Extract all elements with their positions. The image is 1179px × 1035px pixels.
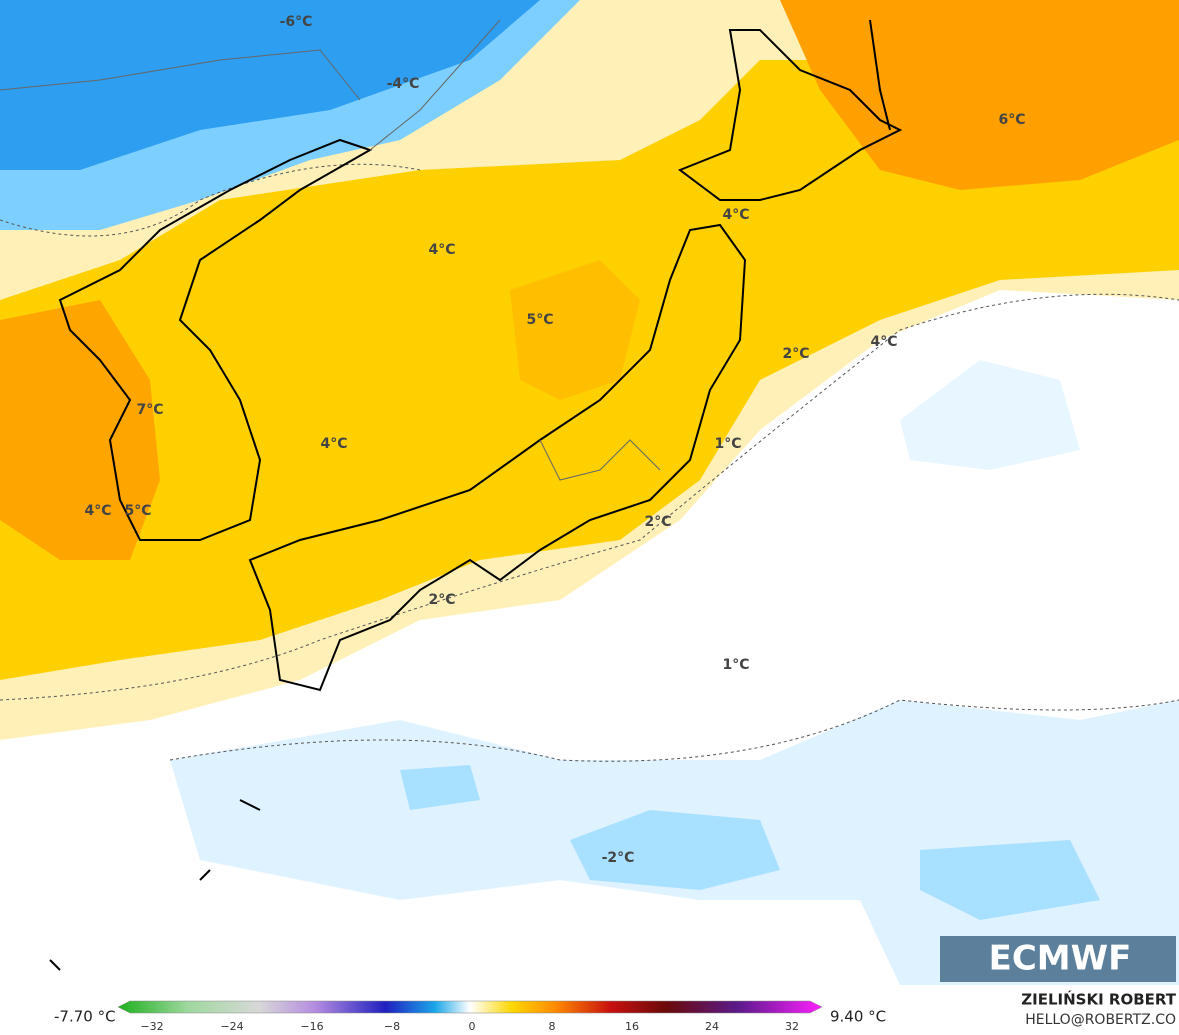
cold-patch <box>920 840 1100 920</box>
cold-core-region <box>0 0 540 170</box>
logo: ECMWF <box>989 939 1132 979</box>
cool-patch <box>900 360 1080 470</box>
colorbar-ticks: −32 −24 −16 −8 0 8 16 24 32 <box>140 1020 799 1033</box>
map-label: 4°C <box>84 503 111 519</box>
colorbar-tick-label: −32 <box>140 1020 163 1033</box>
korea-coast <box>58 138 373 541</box>
map-label: 1°C <box>722 657 749 673</box>
colorbar-tick-label: −24 <box>220 1020 243 1033</box>
map-label: 4°C <box>722 207 749 223</box>
central-warm-patch <box>510 260 640 400</box>
map-label: 5°C <box>526 312 553 328</box>
cold-patch <box>570 810 780 890</box>
map-label: -4°C <box>387 76 420 92</box>
legend-min: -7.70 °C <box>54 1008 116 1026</box>
credit-author: ZIELIŃSKI ROBERT <box>1021 990 1176 1009</box>
contour <box>0 293 1179 701</box>
northeast-orange-region <box>780 0 1179 190</box>
map-label: 6°C <box>998 112 1025 128</box>
colorbar <box>117 1000 823 1014</box>
contour <box>169 699 1179 762</box>
colorbar-tick-label: 32 <box>785 1020 799 1033</box>
border <box>369 19 501 151</box>
contour <box>0 163 421 237</box>
sakhalin-coast <box>869 19 891 131</box>
colorbar-tick-label: −16 <box>300 1020 323 1033</box>
map-label: 2°C <box>782 346 809 362</box>
logo-box <box>940 936 1176 982</box>
map-label: -6°C <box>280 14 313 30</box>
colorbar-tick-label: 24 <box>705 1020 719 1033</box>
map-label: 5°C <box>124 503 151 519</box>
map-label: 4°C <box>428 242 455 258</box>
legend-max: 9.40 °C <box>830 1008 886 1026</box>
colorbar-tick-label: 8 <box>549 1020 556 1033</box>
colorbar-tick-label: 16 <box>625 1020 639 1033</box>
map-label: 4°C <box>870 334 897 350</box>
map-label: 1°C <box>714 436 741 452</box>
colorbar-tick-label: −8 <box>384 1020 400 1033</box>
border <box>539 439 661 481</box>
cold-patch <box>400 765 480 810</box>
map-label: 2°C <box>428 592 455 608</box>
colorbar-tick-label: 0 <box>469 1020 476 1033</box>
map-label: -2°C <box>602 850 635 866</box>
credit-contact: HELLO@ROBERTZ.CO <box>1025 1012 1176 1028</box>
legend: -7.70 °C −32 −24 −16 −8 0 8 16 24 32 9.40 °C ZIE… <box>54 990 1177 1034</box>
map: -6°C -4°C 4°C 5°C 4°C 7°C 4°C 5°C 6°C 4°… <box>0 0 1179 985</box>
map-label: 7°C <box>136 402 163 418</box>
islands <box>49 799 261 971</box>
map-label: 4°C <box>320 436 347 452</box>
map-label: 2°C <box>644 514 671 530</box>
japan-coast <box>248 223 747 692</box>
border <box>0 49 361 101</box>
hokkaido-coast <box>677 29 903 201</box>
